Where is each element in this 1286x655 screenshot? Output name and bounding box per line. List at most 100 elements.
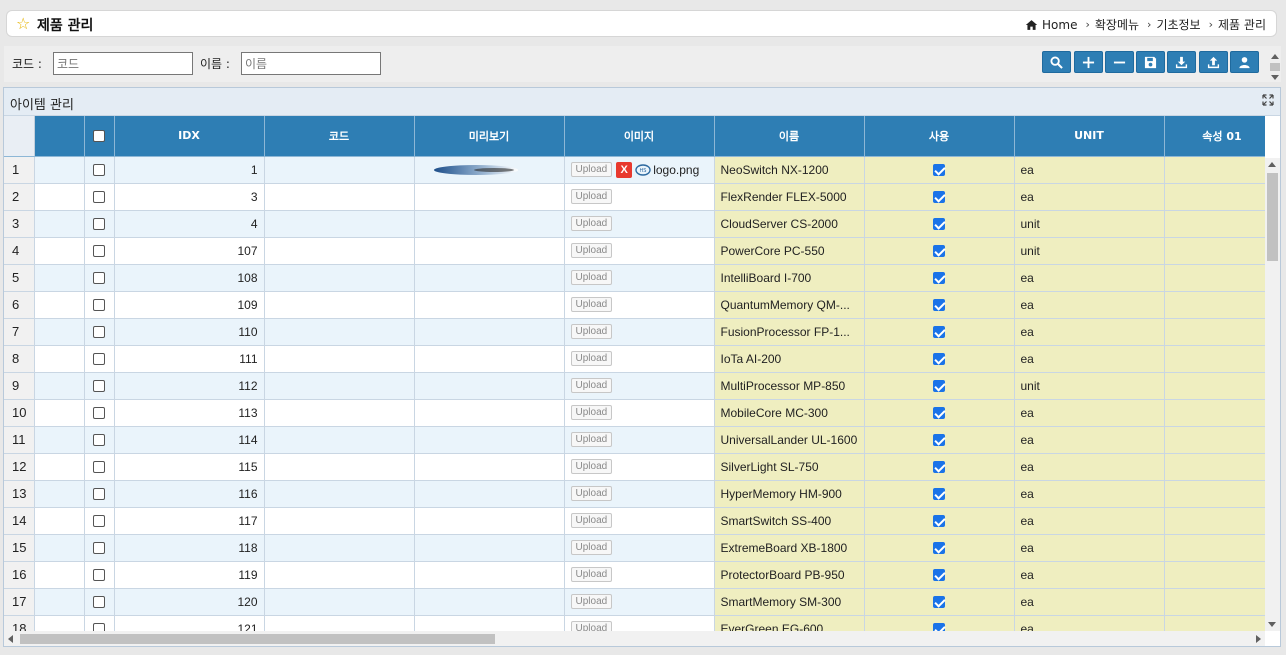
code-cell[interactable] <box>264 210 415 238</box>
attr-01-cell[interactable] <box>1164 507 1265 535</box>
idx-cell[interactable]: 114 <box>114 426 265 454</box>
image-cell[interactable]: Upload X HS logo.png <box>564 156 715 184</box>
attr-01-cell[interactable] <box>1164 426 1265 454</box>
use-checkbox[interactable] <box>933 542 945 555</box>
code-cell[interactable] <box>264 372 415 400</box>
upload-button[interactable]: Upload <box>570 162 613 177</box>
use-checkbox[interactable] <box>933 245 945 258</box>
upload-button[interactable] <box>1199 51 1228 73</box>
row-select-cell[interactable] <box>84 237 115 265</box>
table-row[interactable]: 17 120 Upload SmartMemory SM-300 ea <box>4 588 1265 616</box>
delete-image-button[interactable]: X <box>616 161 633 178</box>
scroll-down-arrow-icon[interactable] <box>1271 75 1279 80</box>
grid-vertical-scrollbar[interactable] <box>1265 158 1280 631</box>
idx-cell[interactable]: 116 <box>114 480 265 508</box>
use-checkbox[interactable] <box>933 407 945 420</box>
column-header-attr-01[interactable]: 속성 01 <box>1164 116 1265 157</box>
table-row[interactable]: 8 111 Upload IoTa AI-200 ea <box>4 345 1265 373</box>
use-cell[interactable] <box>864 318 1015 346</box>
name-cell[interactable]: EverGreen EG-600 <box>714 615 865 631</box>
code-cell[interactable] <box>264 237 415 265</box>
table-row[interactable]: 14 117 Upload SmartSwitch SS-400 ea <box>4 507 1265 535</box>
image-cell[interactable]: Upload <box>564 291 715 319</box>
idx-cell[interactable]: 107 <box>114 237 265 265</box>
unit-cell[interactable]: ea <box>1014 534 1165 562</box>
name-cell[interactable]: IntelliBoard I-700 <box>714 264 865 292</box>
search-button[interactable] <box>1042 51 1071 73</box>
name-cell[interactable]: PowerCore PC-550 <box>714 237 865 265</box>
name-cell[interactable]: QuantumMemory QM-... <box>714 291 865 319</box>
attr-01-cell[interactable] <box>1164 210 1265 238</box>
unit-cell[interactable]: unit <box>1014 210 1165 238</box>
attr-01-cell[interactable] <box>1164 615 1265 631</box>
idx-cell[interactable]: 120 <box>114 588 265 616</box>
use-checkbox[interactable] <box>933 299 945 312</box>
row-checkbox[interactable] <box>93 218 105 231</box>
unit-cell[interactable]: ea <box>1014 561 1165 589</box>
user-button[interactable] <box>1230 51 1259 73</box>
row-checkbox[interactable] <box>93 326 105 339</box>
breadcrumb-extension-menu[interactable]: 확장메뉴 <box>1094 18 1140 32</box>
code-cell[interactable] <box>264 291 415 319</box>
code-cell[interactable] <box>264 615 415 631</box>
code-cell[interactable] <box>264 183 415 211</box>
name-cell[interactable]: SilverLight SL-750 <box>714 453 865 481</box>
code-cell[interactable] <box>264 507 415 535</box>
idx-cell[interactable]: 119 <box>114 561 265 589</box>
unit-cell[interactable]: ea <box>1014 156 1165 184</box>
use-checkbox[interactable] <box>933 380 945 393</box>
attr-01-cell[interactable] <box>1164 237 1265 265</box>
scroll-down-arrow-icon[interactable] <box>1268 622 1276 627</box>
row-select-cell[interactable] <box>84 453 115 481</box>
download-button[interactable] <box>1167 51 1196 73</box>
unit-cell[interactable]: ea <box>1014 480 1165 508</box>
row-checkbox[interactable] <box>93 191 105 204</box>
use-cell[interactable] <box>864 615 1015 631</box>
upload-button[interactable]: Upload <box>570 270 613 286</box>
use-cell[interactable] <box>864 480 1015 508</box>
select-all-checkbox[interactable] <box>93 130 105 143</box>
row-checkbox[interactable] <box>93 407 105 420</box>
image-cell[interactable]: Upload <box>564 588 715 616</box>
unit-cell[interactable]: ea <box>1014 426 1165 454</box>
code-cell[interactable] <box>264 264 415 292</box>
upload-button[interactable]: Upload <box>570 378 613 394</box>
scroll-right-arrow-icon[interactable] <box>1256 635 1261 643</box>
use-cell[interactable] <box>864 291 1015 319</box>
row-checkbox[interactable] <box>93 245 105 258</box>
row-select-cell[interactable] <box>84 318 115 346</box>
attr-01-cell[interactable] <box>1164 156 1265 184</box>
table-row[interactable]: 1 1 Upload X HS logo.png NeoSwitch NX-1200 ea <box>4 156 1265 184</box>
row-select-cell[interactable] <box>84 480 115 508</box>
upload-button[interactable]: Upload <box>570 351 613 367</box>
image-file-name[interactable]: logo.png <box>653 162 700 177</box>
upload-button[interactable]: Upload <box>570 405 613 421</box>
upload-button[interactable]: Upload <box>570 540 613 556</box>
unit-cell[interactable]: ea <box>1014 588 1165 616</box>
use-checkbox[interactable] <box>933 326 945 339</box>
name-cell[interactable]: SmartSwitch SS-400 <box>714 507 865 535</box>
idx-cell[interactable]: 112 <box>114 372 265 400</box>
row-checkbox[interactable] <box>93 542 105 555</box>
upload-button[interactable]: Upload <box>570 459 613 475</box>
upload-button[interactable]: Upload <box>570 513 613 529</box>
unit-cell[interactable]: ea <box>1014 264 1165 292</box>
expand-icon[interactable] <box>1262 94 1274 106</box>
row-checkbox[interactable] <box>93 164 105 177</box>
name-cell[interactable]: FusionProcessor FP-1... <box>714 318 865 346</box>
row-select-cell[interactable] <box>84 588 115 616</box>
use-checkbox[interactable] <box>933 272 945 285</box>
breadcrumb-home[interactable]: Home <box>1042 17 1078 32</box>
use-checkbox[interactable] <box>933 434 945 447</box>
scroll-thumb[interactable] <box>1270 63 1280 71</box>
row-select-cell[interactable] <box>84 426 115 454</box>
code-cell[interactable] <box>264 588 415 616</box>
use-cell[interactable] <box>864 264 1015 292</box>
row-checkbox[interactable] <box>93 569 105 582</box>
vertical-scroll-thumb[interactable] <box>1267 173 1278 261</box>
upload-button[interactable]: Upload <box>570 567 613 583</box>
use-checkbox[interactable] <box>933 164 945 177</box>
image-cell[interactable]: Upload <box>564 426 715 454</box>
unit-cell[interactable]: ea <box>1014 507 1165 535</box>
image-cell[interactable]: Upload <box>564 210 715 238</box>
